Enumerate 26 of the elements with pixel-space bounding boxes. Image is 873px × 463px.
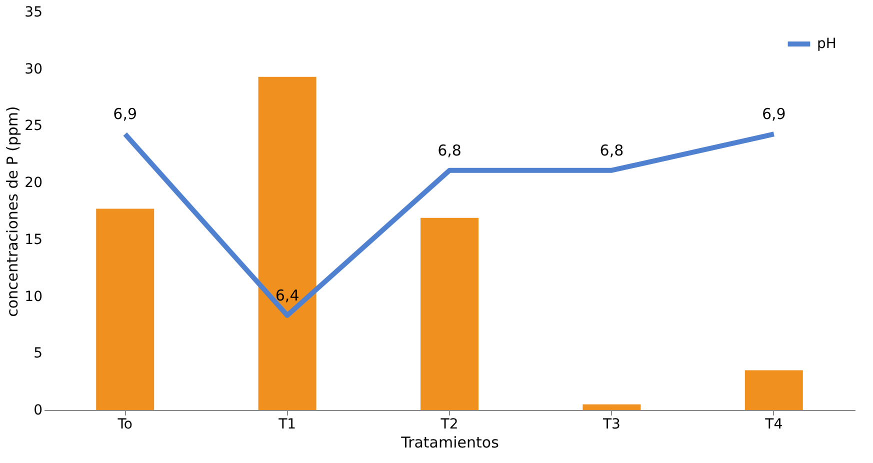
- bar: [744, 370, 803, 410]
- data-label: 6,4: [275, 286, 300, 304]
- x-tick-label: T4: [764, 416, 783, 432]
- y-tick-label: 10: [24, 288, 42, 305]
- data-label: 6,9: [113, 105, 138, 124]
- y-tick-label: 5: [34, 346, 42, 362]
- y-tick-label: 0: [34, 402, 42, 418]
- y-tick-label: 35: [24, 4, 42, 20]
- y-tick-label: 20: [24, 175, 42, 192]
- legend-label: pH: [817, 36, 836, 52]
- y-tick-label: 15: [24, 232, 42, 248]
- x-axis-title: Tratamientos: [400, 434, 500, 452]
- x-tick-label: T3: [602, 416, 620, 432]
- x-tick-label: To: [116, 416, 132, 432]
- y-tick-label: 25: [24, 118, 42, 134]
- bar: [420, 218, 478, 410]
- data-label: 6,8: [438, 141, 462, 160]
- data-label: 6,9: [762, 105, 786, 124]
- data-label: 6,8: [600, 141, 624, 160]
- bar: [96, 208, 154, 410]
- bar: [258, 76, 316, 410]
- x-tick-label: T2: [440, 416, 458, 432]
- y-axis-title: concentraciones de P (ppm): [4, 106, 22, 317]
- y-tick-label: 30: [24, 61, 42, 78]
- x-tick-label: T1: [278, 416, 296, 432]
- bar: [582, 404, 641, 410]
